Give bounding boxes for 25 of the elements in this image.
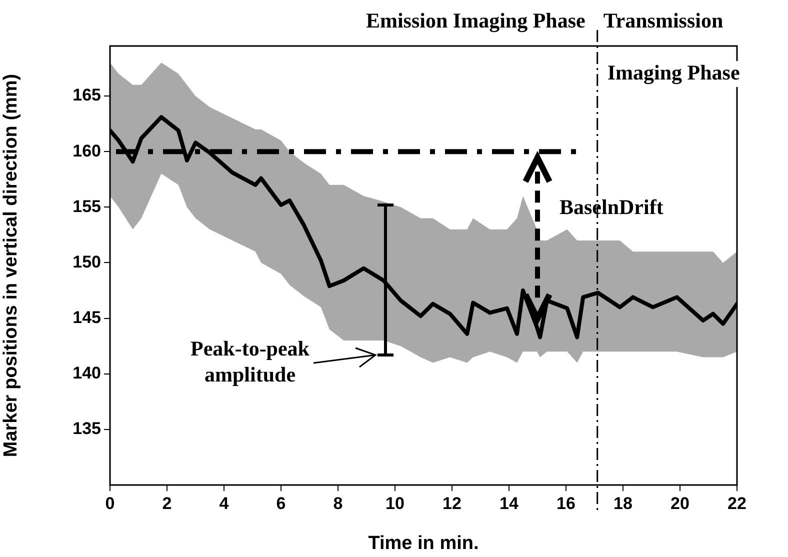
y-tick-label: 150 bbox=[72, 252, 101, 272]
x-tick-label: 0 bbox=[105, 494, 115, 513]
y-tick-label: 165 bbox=[72, 86, 101, 105]
text: Transmission Imaging Phase bbox=[603, 8, 740, 84]
x-tick-label: 20 bbox=[670, 494, 690, 513]
y-tick-label: 145 bbox=[72, 308, 101, 327]
x-tick-label: 4 bbox=[219, 494, 230, 513]
y-tick-label: 140 bbox=[72, 364, 101, 383]
x-tick-label: 2 bbox=[162, 494, 172, 513]
x-tick-label: 16 bbox=[556, 494, 576, 513]
y-tick-label: 160 bbox=[72, 141, 101, 160]
text: Emission Imaging Phase bbox=[366, 8, 586, 32]
x-tick-label: 8 bbox=[333, 494, 343, 513]
y-tick-label: 155 bbox=[72, 196, 101, 216]
y-tick-label: 135 bbox=[72, 419, 101, 438]
x-tick-label: 22 bbox=[728, 494, 746, 513]
x-tick-label: 14 bbox=[500, 494, 519, 513]
x-tick-label: 12 bbox=[442, 494, 462, 513]
x-tick-label: 18 bbox=[614, 494, 632, 513]
x-tick-label: 10 bbox=[386, 494, 404, 513]
y-axis-title: Marker positions in vertical direction (mm) bbox=[0, 74, 22, 458]
annotation: Peak-to-peak amplitude bbox=[190, 336, 310, 386]
annotation: BaselnDrift bbox=[560, 195, 664, 220]
x-tick-label: 6 bbox=[276, 494, 286, 513]
x-axis-title: Time in min. bbox=[368, 532, 479, 554]
